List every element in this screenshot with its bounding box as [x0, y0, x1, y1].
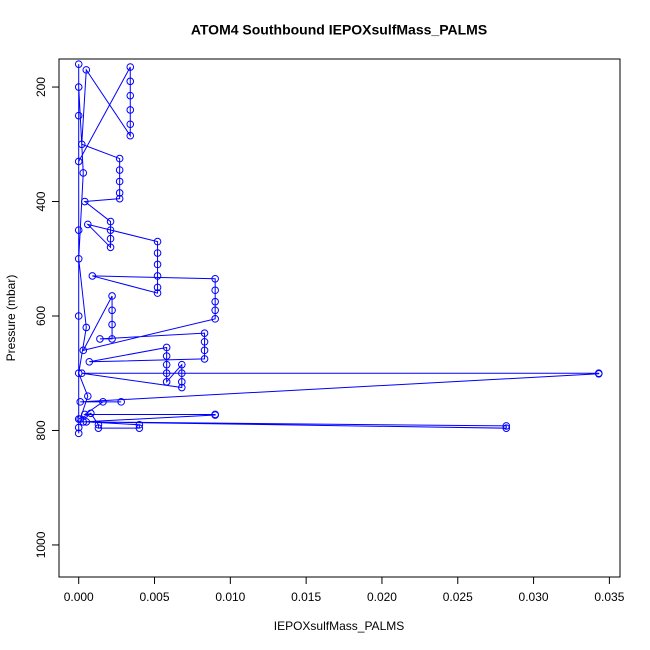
- data-point: [115, 166, 124, 174]
- data-point: [88, 272, 97, 280]
- data-point: [84, 220, 92, 229]
- data-point: [94, 424, 103, 432]
- data-point: [153, 283, 162, 292]
- data-point: [82, 418, 91, 426]
- data-point: [74, 226, 83, 234]
- x-tick-label: 0.005: [140, 590, 170, 604]
- data-point: [162, 360, 171, 369]
- data-point: [200, 346, 209, 355]
- data-point: [94, 420, 103, 429]
- data-point: [108, 335, 116, 343]
- data-point: [84, 392, 92, 400]
- data-point: [211, 306, 219, 315]
- data-point: [96, 335, 104, 343]
- data-point: [74, 312, 83, 320]
- data-point: [108, 320, 116, 329]
- data-point: [106, 234, 115, 243]
- data-point: [178, 383, 186, 392]
- x-tick-label: 0.020: [367, 590, 397, 604]
- chart-title: ATOM4 Southbound IEPOXsulfMass_PALMS: [191, 22, 487, 38]
- x-tick-label: 0.030: [519, 590, 549, 604]
- data-point: [77, 369, 86, 378]
- data-point: [77, 140, 86, 149]
- data-point: [126, 77, 135, 86]
- y-axis-label: Pressure (mbar): [4, 275, 18, 362]
- data-point: [200, 337, 209, 346]
- data-point: [126, 120, 135, 129]
- data-point: [115, 154, 124, 163]
- data-point: [115, 194, 124, 203]
- data-point: [87, 409, 95, 418]
- y-tick-label: 400: [34, 191, 48, 211]
- data-point: [126, 131, 135, 140]
- data-point: [162, 343, 171, 352]
- y-tick-label: 800: [34, 420, 48, 440]
- data-point: [117, 398, 125, 406]
- data-point: [79, 169, 88, 177]
- data-point: [502, 424, 511, 432]
- data-point: [153, 272, 162, 280]
- data-point: [115, 177, 124, 186]
- data-point: [178, 378, 186, 386]
- data-point: [162, 378, 171, 386]
- data-point: [126, 63, 135, 71]
- data-point: [74, 369, 83, 378]
- data-point: [211, 274, 219, 283]
- data-point: [115, 189, 124, 197]
- data-point: [99, 398, 107, 406]
- data-point: [211, 411, 219, 419]
- x-tick-label: 0.035: [594, 590, 624, 604]
- data-point: [76, 398, 85, 406]
- data-point: [211, 315, 219, 323]
- data-point: [153, 249, 162, 257]
- data-point: [108, 306, 116, 315]
- data-point: [74, 83, 83, 91]
- data-point: [74, 254, 83, 263]
- y-tick-label: 600: [34, 306, 48, 326]
- data-point: [74, 157, 83, 166]
- data-point: [153, 260, 162, 269]
- x-tick-label: 0.000: [64, 590, 94, 604]
- data-point: [82, 66, 91, 74]
- data-point: [106, 217, 115, 226]
- data-point: [108, 292, 116, 300]
- data-point: [126, 91, 135, 100]
- data-point: [74, 429, 83, 438]
- data-point: [153, 237, 162, 246]
- data-point: [178, 369, 186, 378]
- x-tick-label: 0.025: [443, 590, 473, 604]
- data-point: [106, 226, 115, 234]
- data-point: [126, 106, 135, 114]
- data-point: [74, 60, 83, 68]
- data-point: [85, 357, 94, 366]
- x-tick-label: 0.015: [291, 590, 321, 604]
- data-point: [502, 422, 511, 430]
- x-tick-label: 0.010: [215, 590, 245, 604]
- data-point: [162, 352, 171, 360]
- data-point: [82, 323, 91, 332]
- data-point: [200, 329, 209, 337]
- y-tick-label: 1000: [34, 531, 48, 558]
- data-point: [76, 415, 85, 423]
- data-point: [178, 360, 186, 369]
- data-point: [80, 197, 89, 206]
- data-point: [153, 289, 162, 297]
- data-point: [135, 420, 144, 429]
- data-point: [135, 424, 144, 432]
- data-point: [74, 423, 83, 432]
- data-point: [74, 111, 83, 120]
- data-point: [211, 286, 219, 295]
- data-point: [162, 369, 171, 378]
- x-axis-label: IEPOXsulfMass_PALMS: [274, 619, 405, 633]
- data-point: [79, 346, 88, 355]
- y-tick-label: 200: [34, 77, 48, 97]
- data-point: [200, 355, 209, 363]
- data-point: [211, 297, 219, 306]
- data-point: [594, 370, 603, 378]
- data-point: [106, 243, 115, 252]
